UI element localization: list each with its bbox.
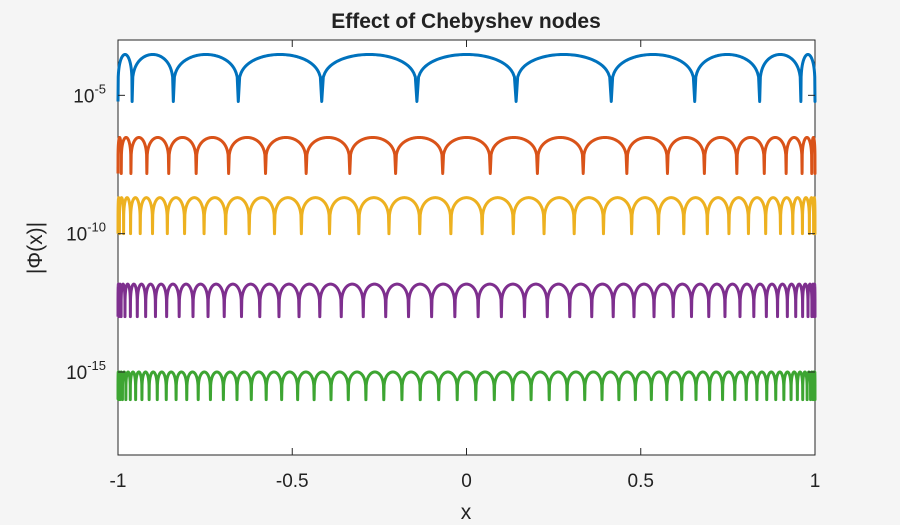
- series-line-1: [116, 52, 817, 103]
- x-axis-label: x: [461, 501, 472, 524]
- y-axis-label: |Φ(x)|: [24, 222, 47, 274]
- y-tick-label: 10-5: [73, 81, 106, 107]
- x-tick-label: 0.5: [628, 471, 654, 492]
- y-tick-label: 10-10: [66, 220, 106, 246]
- chart-title: Effect of Chebyshev nodes: [331, 10, 601, 33]
- x-tick-label: 0: [461, 471, 472, 492]
- ticks-group: -1 -0.5 0 0.5 1 10-5 10-10 10-15: [66, 40, 820, 492]
- series-line-5: [116, 370, 817, 402]
- x-tick-label: -0.5: [276, 471, 309, 492]
- series-line-3: [116, 196, 817, 236]
- y-tick-label: 10-15: [66, 358, 106, 384]
- series-line-4: [116, 282, 817, 319]
- series-group: [116, 52, 817, 402]
- series-line-2: [116, 135, 817, 175]
- x-tick-label: -1: [110, 471, 127, 492]
- x-tick-label: 1: [810, 471, 821, 492]
- plot-area: [117, 39, 816, 456]
